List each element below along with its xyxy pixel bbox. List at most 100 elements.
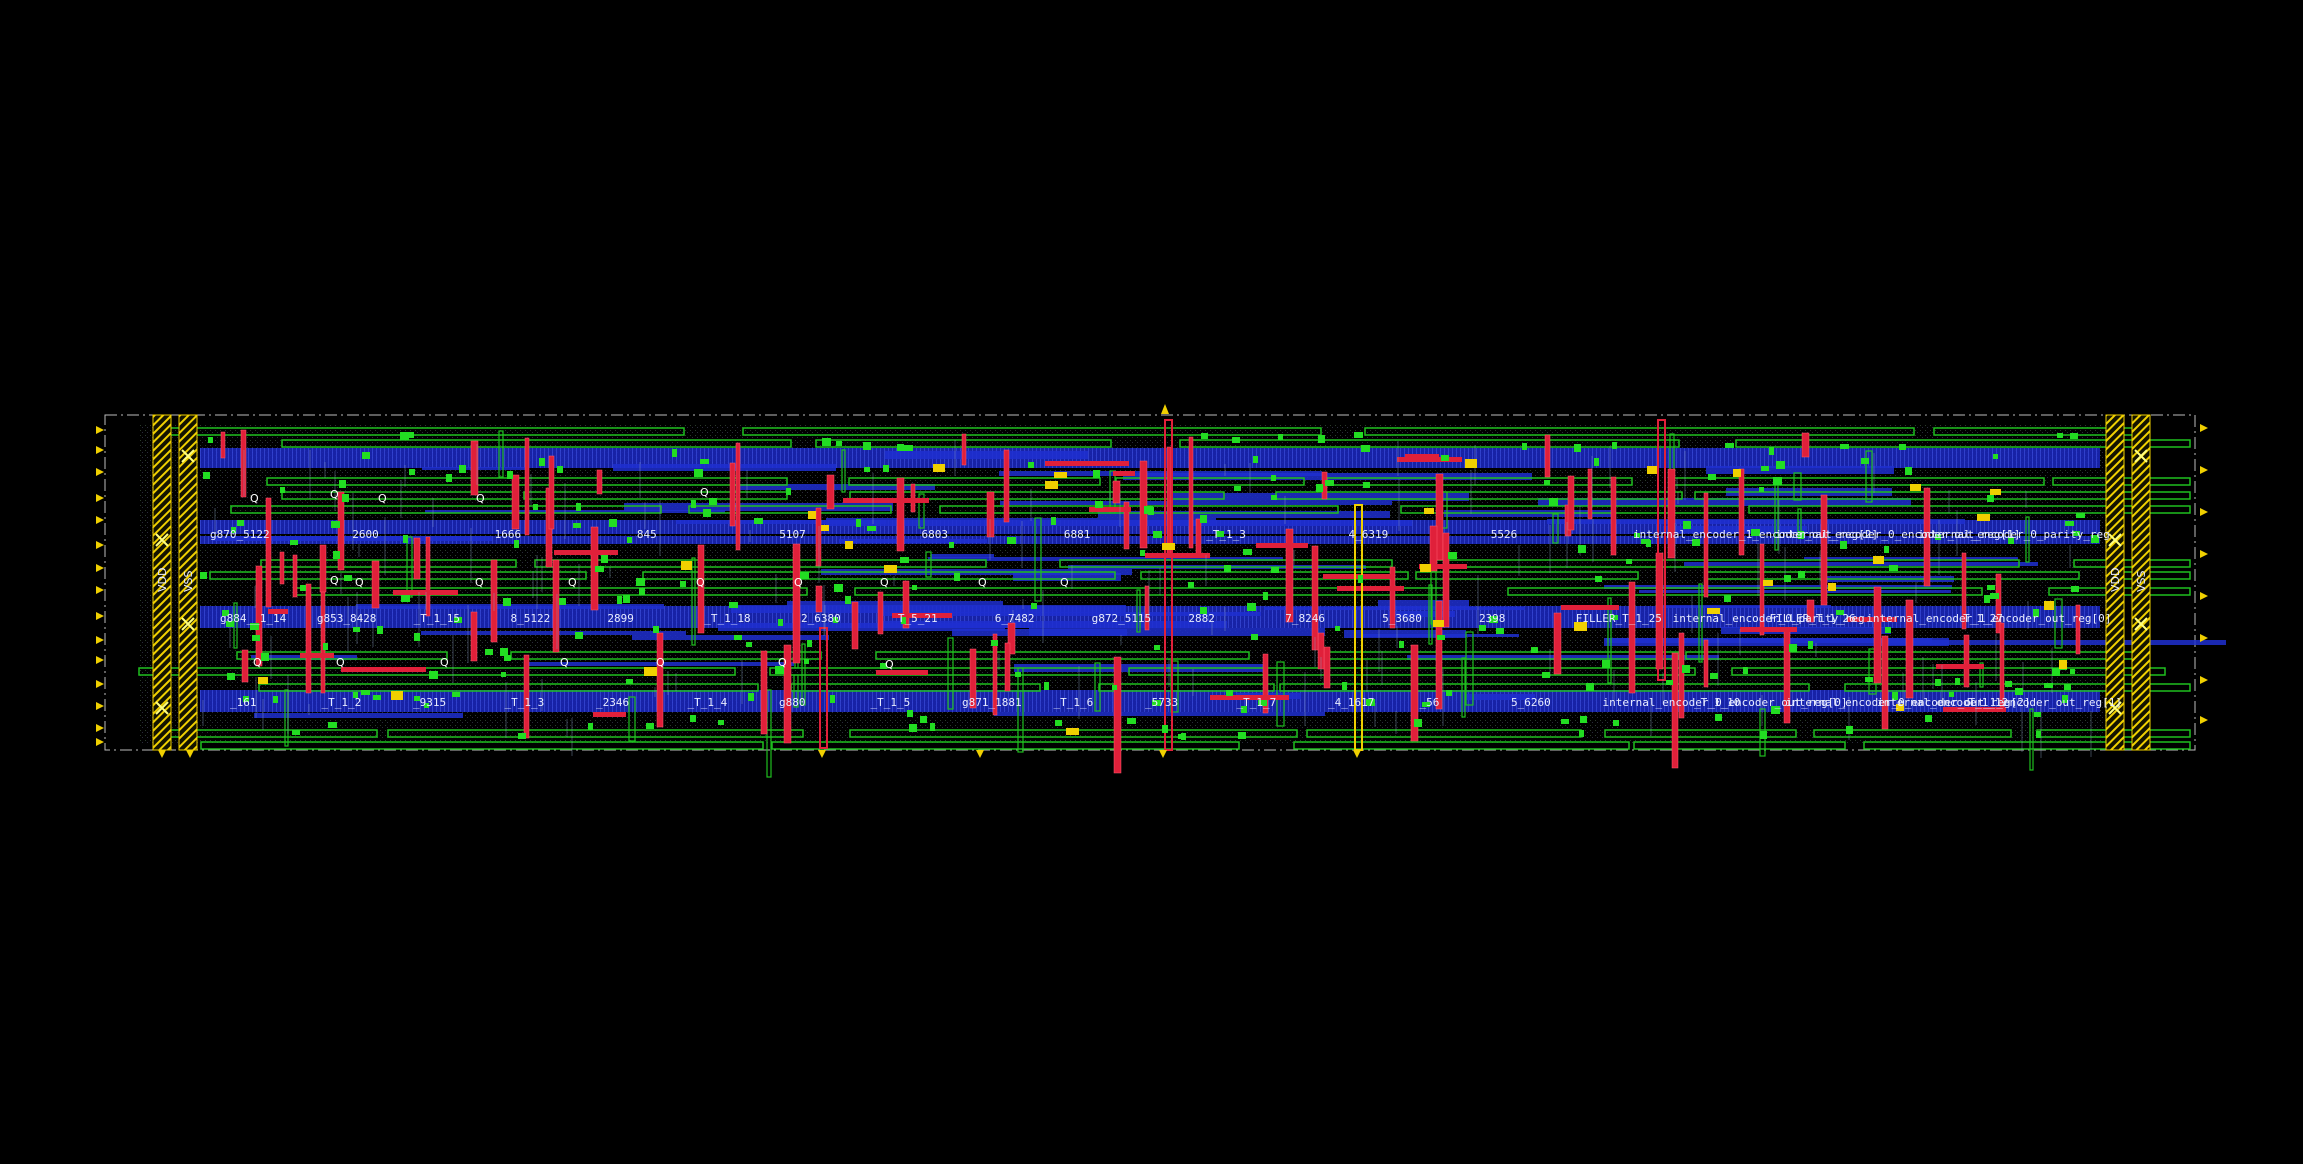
cell-instance-label[interactable]: _T_1_10 [1694,696,1740,709]
cell-instance-label[interactable]: internal_encoder_1_encoder_out_reg[0] [1866,612,2111,625]
bottom-pin[interactable] [976,750,984,758]
via [991,640,998,646]
cell-instance-label[interactable]: T_5_21 [898,612,938,625]
cell-instance-label[interactable]: _T_1_3 [505,696,545,709]
cell-instance-label[interactable]: g880 [779,696,806,709]
input-pin[interactable] [96,702,104,710]
bottom-pin[interactable] [818,750,826,758]
bottom-pin[interactable] [158,750,166,758]
cell-instance-label[interactable]: g853_8428 [317,612,377,625]
via [1188,582,1194,588]
cell-instance-label[interactable]: _T_1_5 [871,696,911,709]
output-pin[interactable] [2200,676,2208,684]
cell-instance-label[interactable]: _T_1_4 [688,696,728,709]
input-pin[interactable] [96,468,104,476]
cell-instance-label[interactable]: internal_encoder_0_encoder_out_reg[0] [1603,696,1848,709]
cell-instance-label[interactable]: 4_6319 [1348,528,1388,541]
output-pin[interactable] [2200,466,2208,474]
input-pin[interactable] [96,564,104,572]
cell-instance-label[interactable]: 1666 [495,528,521,541]
cell-instance-label[interactable]: 8_5122 [511,612,551,625]
cell-instance-label[interactable]: internal_encoder_1_encoder_out_reg[2] [1633,528,1878,541]
input-pin[interactable] [96,724,104,732]
output-pin[interactable] [2200,634,2208,642]
output-pin[interactable] [2200,716,2208,724]
cell-instance-label[interactable]: _T_1_3 [1206,528,1246,541]
via [2008,537,2014,544]
cell-instance-label[interactable]: 2899 [607,612,634,625]
bottom-pin[interactable] [1353,750,1361,758]
cell-instance-label[interactable]: _T_1_6 [1054,696,1094,709]
cell-instance-label[interactable]: FILLER_T_1_25 [1576,612,1662,625]
metal-vertical-wire [1311,545,1319,651]
metal-band [200,462,2100,468]
cell-instance-label[interactable]: internal_encoder_0_parity_reg [1673,612,1865,625]
via [1051,517,1056,525]
output-pin[interactable] [2200,592,2208,600]
cell-instance-label[interactable]: 845 [637,528,657,541]
cell-instance-label[interactable]: _4_1617 [1328,696,1374,709]
cell-instance-label[interactable]: _2346 [596,696,629,709]
cell-instance-label[interactable]: g870_5122 [210,528,270,541]
input-pin[interactable] [96,680,104,688]
cell-instance-label[interactable]: internal_encoder_1_encoder_out_reg[1] [1877,696,2122,709]
input-pin[interactable] [96,612,104,620]
input-pin[interactable] [96,446,104,454]
cell-instance-label[interactable]: g871_1881 [962,696,1022,709]
top-pin[interactable] [1161,404,1169,414]
via [1724,595,1731,602]
cell-instance-label[interactable]: T_1_12 [1969,696,2009,709]
input-pin[interactable] [96,636,104,644]
via [331,521,340,528]
cell-instance-label[interactable]: 7_8246 [1285,612,1325,625]
input-pin[interactable] [96,426,104,434]
input-pin[interactable] [96,586,104,594]
cell-instance-label[interactable]: _9315 [413,696,446,709]
input-pin[interactable] [96,541,104,549]
cell-instance-label[interactable]: _T_1_18 [704,612,750,625]
input-pin[interactable] [96,494,104,502]
via [1798,571,1805,578]
cell-instance-label[interactable]: _T_1_7 [1237,696,1277,709]
routing-outline-vertical [1607,597,1612,684]
cell-instance-label[interactable]: _56 [1420,696,1440,709]
cell-instance-label[interactable]: 5526 [1491,528,1518,541]
cell-instance-label[interactable]: g872_5115 [1092,612,1152,625]
cell-instance-label[interactable]: internal_encoder_0_encoder_out_reg[2] [1786,696,2031,709]
routing-outline [236,651,448,660]
cell-instance-label[interactable]: internal_encoder_0_parity_reg [1918,528,2110,541]
cell-instance-label[interactable]: _T_1_2 [322,696,362,709]
rail-vss-right[interactable] [2131,414,2151,751]
cell-instance-label[interactable]: 6881 [1064,528,1091,541]
input-pin[interactable] [96,516,104,524]
cell-instance-label[interactable]: g884__1_14 [220,612,287,625]
via [822,438,831,446]
via [344,575,352,581]
bottom-pin[interactable] [1159,750,1167,758]
cell-instance-label[interactable]: 5107 [779,528,806,541]
input-pin[interactable] [96,738,104,746]
cell-instance-label[interactable]: 2398 [1479,612,1506,625]
cell-instance-label[interactable]: 5_3680 [1382,612,1422,625]
output-pin[interactable] [2200,508,2208,516]
metal-vertical-wire [552,559,560,653]
cell-instance-label[interactable]: _5733 [1145,696,1178,709]
cell-instance-label[interactable]: internal_encoder_0_encoder_out_reg[1] [1775,528,2020,541]
cell-instance-label[interactable]: FILLER_T_1_26 [1769,612,1855,625]
cell-instance-label[interactable]: 2600 [352,528,379,541]
cell-instance-label[interactable]: T_1_27 [1963,612,2003,625]
cell-instance-label[interactable]: 6803 [922,528,949,541]
cell-instance-label[interactable]: _T_1_15 [414,612,460,625]
cell-instance-label[interactable]: 5_6260 [1511,696,1551,709]
output-pin[interactable] [2200,550,2208,558]
bottom-pin[interactable] [186,750,194,758]
cell-instance-label[interactable]: 6_7482 [995,612,1035,625]
cell-instance-label[interactable]: 2882 [1188,612,1215,625]
input-pin[interactable] [96,656,104,664]
output-pin[interactable] [2200,424,2208,432]
cell-instance-label[interactable]: 2_6380 [801,612,841,625]
via [1990,593,1999,599]
rail-vdd-right[interactable] [2105,414,2125,751]
cell-instance-label[interactable]: _161 [230,696,257,709]
